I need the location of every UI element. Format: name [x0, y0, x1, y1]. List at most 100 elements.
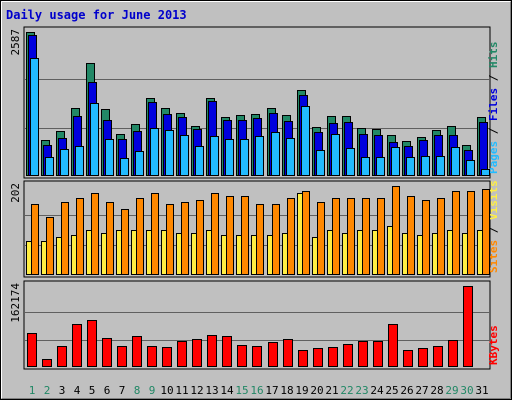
visits-bar [377, 198, 385, 275]
day-label: 31 [475, 384, 488, 397]
day-label: 29 [445, 384, 458, 397]
pages-bar [316, 150, 325, 176]
pages-bar [436, 156, 445, 176]
kbytes-bar [177, 341, 187, 367]
pages-bar [240, 139, 249, 176]
visits-bar [287, 198, 295, 275]
visits-bar [347, 198, 355, 275]
kbytes-bar [207, 335, 217, 367]
pages-bar [286, 138, 295, 176]
visits-bar [151, 193, 159, 275]
kbytes-panel: 162174 KBytes [9, 280, 500, 370]
kbytes-legend-entry: KBytes [487, 325, 500, 365]
kbytes-bar [252, 346, 262, 367]
visits-bar [392, 186, 400, 275]
kbytes-bar [57, 346, 67, 367]
hits-files-pages-legend-entry: / [487, 121, 500, 141]
hits-files-pages-legend-entry: Files [487, 88, 500, 121]
day-label: 11 [175, 384, 188, 397]
day-label: 17 [265, 384, 278, 397]
day-label: 19 [295, 384, 308, 397]
pages-bar [346, 148, 355, 176]
kbytes-bar [117, 346, 127, 367]
visits-bar [422, 200, 430, 275]
visits-bar [362, 198, 370, 275]
visits-bar [196, 200, 204, 275]
kbytes-bar [102, 338, 112, 367]
day-label: 12 [190, 384, 203, 397]
kbytes-bar [388, 324, 398, 367]
kbytes-bar [358, 341, 368, 367]
hits-files-pages-legend-entry: / [487, 68, 500, 88]
day-label: 15 [235, 384, 248, 397]
day-label: 10 [160, 384, 173, 397]
visits-bar [106, 202, 114, 275]
day-label: 7 [119, 384, 126, 397]
kbytes-bar [463, 286, 473, 367]
visits-sites-ymax-label: 202 [9, 183, 22, 203]
day-label: 24 [370, 384, 384, 397]
visits-bar [272, 204, 280, 275]
pages-bar [225, 139, 234, 176]
pages-bar [361, 157, 370, 176]
pages-bar [255, 136, 264, 176]
pages-bar [271, 132, 280, 176]
day-label: 21 [325, 384, 338, 397]
kbytes-bar [237, 345, 247, 367]
visits-bar [211, 193, 219, 275]
pages-bar [391, 147, 400, 176]
kbytes-legend: KBytes [487, 325, 500, 365]
visits-bar [46, 217, 54, 275]
hits-files-pages-ymax-label: 2587 [9, 29, 22, 56]
files-bar [479, 122, 488, 176]
visits-bar [226, 196, 234, 275]
chart-panels: 2587 Pages / Files / Hits 202 Sites / Visit… [9, 26, 500, 370]
kbytes-bar [147, 346, 157, 367]
day-label: 13 [205, 384, 218, 397]
day-label: 25 [385, 384, 398, 397]
kbytes-bar [42, 359, 52, 367]
visits-bar [166, 204, 174, 275]
visits-bar [181, 202, 189, 275]
visits-bar [121, 209, 129, 275]
pages-bar [331, 134, 340, 176]
day-label: 14 [220, 384, 234, 397]
pages-bar [165, 130, 174, 176]
visits-bar [61, 202, 69, 275]
kbytes-bar [373, 341, 383, 367]
pages-bar [45, 157, 54, 176]
pages-bar [376, 157, 385, 176]
pages-bar [301, 106, 310, 176]
visits-sites-legend-entry: Visits [487, 180, 500, 220]
pages-bar [406, 157, 415, 176]
kbytes-bar [192, 339, 202, 367]
day-label: 18 [280, 384, 293, 397]
day-label: 20 [310, 384, 323, 397]
visits-bar [407, 196, 415, 275]
kbytes-bar [403, 350, 413, 367]
visits-bar [452, 191, 460, 275]
visits-sites-legend: Sites / Visits [487, 180, 500, 273]
visits-sites-legend-entry: / [487, 220, 500, 240]
day-axis: 1 2 3 4 5 6 7 8 9 10 11 12 13 14 15 16 17 18 19 20 21 22 23 24 2… [29, 384, 489, 397]
day-label: 5 [89, 384, 96, 397]
visits-bar [256, 204, 264, 275]
visits-bar [241, 196, 249, 275]
visits-bar [317, 202, 325, 275]
kbytes-bar [268, 342, 278, 367]
kbytes-bar [72, 324, 82, 367]
pages-bar [180, 135, 189, 176]
kbytes-bar [162, 347, 172, 367]
kbytes-bar [132, 336, 142, 367]
day-label: 4 [74, 384, 81, 397]
hits-files-pages-legend-entry: Hits [487, 42, 500, 69]
pages-bar [75, 146, 84, 176]
kbytes-bar [222, 336, 232, 367]
pages-bar [150, 128, 159, 176]
day-label: 3 [59, 384, 66, 397]
visits-bar [482, 189, 490, 275]
kbytes-bar [433, 346, 443, 367]
day-label: 23 [355, 384, 368, 397]
hits-files-pages-legend-entry: Pages [487, 141, 500, 174]
kbytes-ymax-label: 162174 [9, 283, 22, 323]
